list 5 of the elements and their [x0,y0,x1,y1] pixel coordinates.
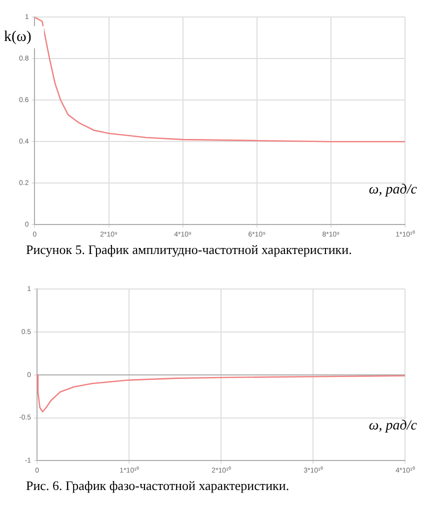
x-axis-title: ω, рад/с [368,418,418,434]
text: Рис. 6. График фазо-частотной характеристики. [26,478,290,495]
text: Рисунок 5. График амплитудно-частотной характеристики. [26,242,353,259]
x-axis-title: ω, рад/с [368,182,418,198]
y-axis-title: k(ω) [4,29,32,46]
